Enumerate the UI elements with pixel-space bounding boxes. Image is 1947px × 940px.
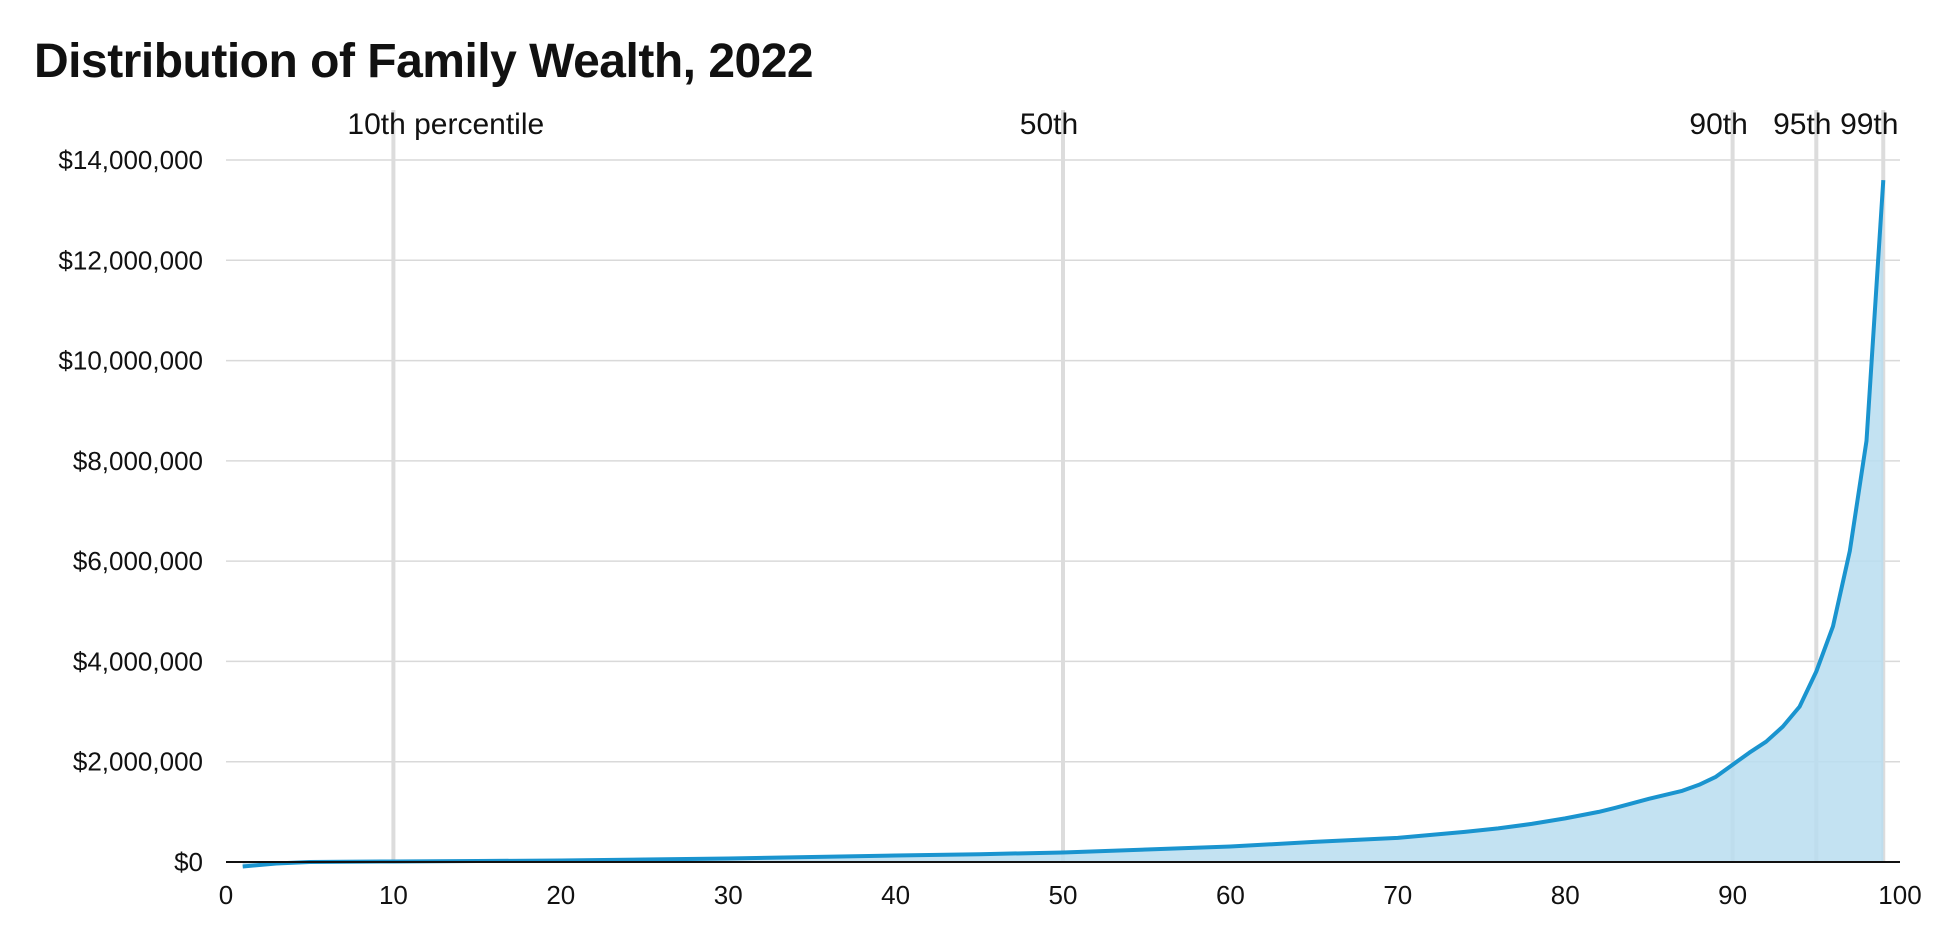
x-tick-label: 20 (546, 880, 575, 910)
y-tick-label: $0 (174, 847, 203, 877)
percentile-label: 90th (1689, 108, 1747, 141)
y-tick-label: $14,000,000 (58, 145, 203, 175)
x-tick-label: 0 (219, 880, 233, 910)
y-tick-label: $12,000,000 (58, 245, 203, 275)
x-tick-label: 30 (714, 880, 743, 910)
wealth-line (242, 179, 1886, 869)
y-tick-label: $6,000,000 (73, 546, 203, 576)
chart-title: Distribution of Family Wealth, 2022 (34, 35, 814, 88)
x-tick-label: 80 (1551, 880, 1580, 910)
percentile-label: 99th (1840, 108, 1898, 141)
percentile-labels: 10th percentile 50th 90th 95th 99th (347, 108, 1898, 141)
y-tick-label: $10,000,000 (58, 346, 203, 376)
x-tick-label: 70 (1383, 880, 1412, 910)
x-tick-label: 50 (1049, 880, 1078, 910)
y-tick-label: $4,000,000 (73, 646, 203, 676)
percentile-label: 10th percentile (347, 108, 544, 141)
y-tick-labels: $0 $2,000,000 $4,000,000 $6,000,000 $8,000,0… (58, 145, 203, 877)
x-tick-label: 90 (1718, 880, 1747, 910)
y-tick-label: $2,000,000 (73, 747, 203, 777)
x-tick-label: 10 (379, 880, 408, 910)
x-tick-label: 40 (881, 880, 910, 910)
x-tick-label: 60 (1216, 880, 1245, 910)
x-tick-label: 100 (1878, 880, 1921, 910)
percentile-label: 50th (1020, 108, 1078, 141)
percentile-label: 95th (1773, 108, 1831, 141)
percentile-reference-lines (391, 110, 1886, 862)
x-tick-labels: 0 10 20 30 40 50 60 70 80 90 100 (219, 880, 1922, 910)
y-tick-label: $8,000,000 (73, 446, 203, 476)
wealth-area-fill (242, 180, 1884, 867)
